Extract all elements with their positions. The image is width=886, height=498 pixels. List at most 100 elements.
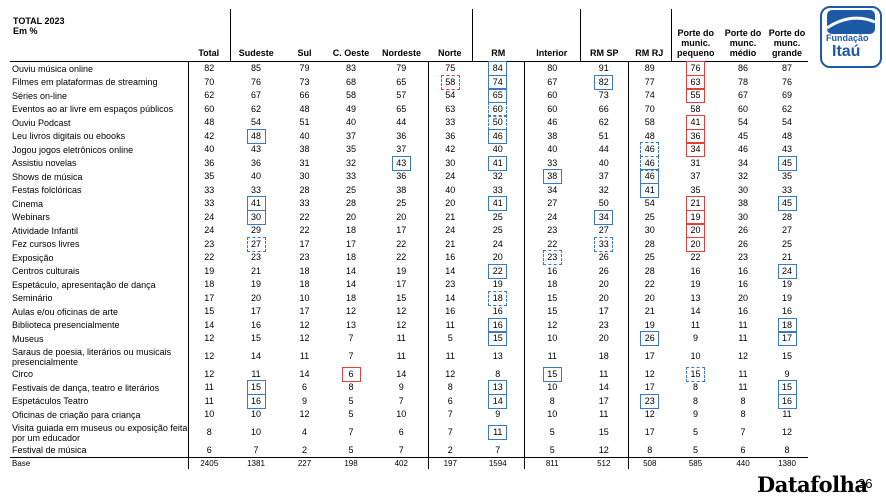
cell-value: 38 xyxy=(396,184,407,195)
value-cell: 18 xyxy=(766,317,808,333)
cell-value: 10 xyxy=(690,351,701,361)
base-value: 585 xyxy=(671,457,720,469)
table-row: Visita guiada em museus ou exposição fei… xyxy=(10,421,808,444)
value-cell: 12 xyxy=(187,367,230,381)
col-header: Interior xyxy=(524,9,580,62)
cell-value: 32 xyxy=(598,184,609,195)
cell-value: 19 xyxy=(250,279,261,290)
value-cell: 40 xyxy=(427,183,472,197)
cell-value: 18 xyxy=(299,265,310,276)
cell-value: 91 xyxy=(598,63,609,74)
value-cell: 17 xyxy=(375,224,428,238)
row-label: Leu livros digitais ou ebooks xyxy=(12,131,126,142)
value-cell: 89 xyxy=(627,61,671,76)
cell-value: 25 xyxy=(492,211,503,222)
cell-value: 33 xyxy=(445,117,456,128)
value-cell: 86 xyxy=(720,62,766,76)
cell-value: 82 xyxy=(204,63,215,74)
value-cell: 10 xyxy=(523,381,580,395)
value-cell: 14 xyxy=(187,318,230,332)
value-cell: 8 xyxy=(671,395,720,409)
value-cell: 65 xyxy=(375,76,428,90)
cell-value: 32 xyxy=(737,171,748,182)
value-cell: 20 xyxy=(427,197,472,211)
value-cell: 6 xyxy=(375,422,428,444)
base-value: 508 xyxy=(627,457,671,469)
cell-value: 12 xyxy=(204,368,215,379)
cell-value: 73 xyxy=(598,90,609,101)
cell-value: 89 xyxy=(644,63,655,74)
value-cell: 11 xyxy=(720,319,766,333)
value-cell: 76 xyxy=(671,61,720,77)
table-row: Atividade Infantil 24 29 22 18 17 24 25 23 27 30 20… xyxy=(10,223,808,239)
cell-value: 27 xyxy=(781,225,792,236)
cell-value: 8 xyxy=(784,444,790,455)
value-cell: 19 xyxy=(671,278,720,292)
cell-value: 24 xyxy=(492,238,503,249)
value-cell: 16 xyxy=(427,305,472,319)
highlighted-value: 11 xyxy=(488,425,508,440)
results-table: TOTAL 2023 Em % Total Sudeste Sul C. Oes… xyxy=(10,9,808,469)
col-header: Porte do munc. grande xyxy=(766,9,808,62)
value-cell: 85 xyxy=(230,62,282,76)
value-cell: 23 xyxy=(720,251,766,265)
value-cell: 18 xyxy=(472,290,524,306)
table-row: Aulas e/ou oficinas de arte 15 17 17 12 12 16 1… xyxy=(10,305,808,319)
value-cell: 70 xyxy=(187,75,230,89)
value-cell: 74 xyxy=(627,89,671,103)
cell-value: 11 xyxy=(396,351,406,361)
row-label: Centros culturais xyxy=(12,266,80,277)
value-cell: 11 xyxy=(230,368,282,382)
value-cell: 14 xyxy=(282,368,327,382)
cell-value: 60 xyxy=(204,103,215,114)
row-label: Filmes em plataformas de streaming xyxy=(12,77,158,88)
value-cell: 82 xyxy=(580,74,628,90)
value-cell: 4 xyxy=(282,422,327,444)
cell-value: 16 xyxy=(737,265,748,276)
cell-value: 17 xyxy=(204,292,215,303)
table-row: Espetáculo, apresentação de dança 18 19 18 1… xyxy=(10,278,808,292)
value-cell: 22 xyxy=(282,224,327,238)
cell-value: 54 xyxy=(445,90,456,101)
highlighted-value: 46 xyxy=(640,169,660,185)
cell-value: 15 xyxy=(250,333,261,344)
highlighted-value: 17 xyxy=(777,331,797,347)
cell-value: 48 xyxy=(204,117,215,128)
value-cell: 11 xyxy=(187,381,230,395)
value-cell: 57 xyxy=(375,89,428,103)
cell-value: 22 xyxy=(299,211,310,222)
cell-value: 42 xyxy=(445,144,456,155)
value-cell: 21 xyxy=(766,251,808,265)
value-cell: 18 xyxy=(327,251,375,265)
base-value: 1594 xyxy=(472,457,524,469)
cell-value: 12 xyxy=(547,319,558,330)
value-cell: 25 xyxy=(627,210,671,224)
cell-value: 23 xyxy=(445,279,456,290)
cell-value: 25 xyxy=(644,211,655,222)
cell-value: 54 xyxy=(737,117,748,128)
value-cell: 19 xyxy=(627,318,671,332)
row-label: Exposição xyxy=(12,252,54,263)
table-row: Seminário 17 20 10 18 15 14 18 15 20 20 13 20 19 xyxy=(10,290,808,306)
table-row: Séries on-line 62 67 66 58 57 54 65 60 73 74 55 67 69 xyxy=(10,88,808,104)
value-cell: 15 xyxy=(766,346,808,368)
value-cell: 9 xyxy=(671,332,720,346)
highlighted-value: 55 xyxy=(686,88,705,104)
table-row: Webinars 24 30 22 20 20 21 25 24 34 25 19 30 28 xyxy=(10,209,808,225)
cell-value: 35 xyxy=(345,144,356,155)
page-number: 36 xyxy=(858,476,873,491)
value-cell: 28 xyxy=(766,211,808,225)
value-cell: 16 xyxy=(720,278,766,292)
value-cell: 33 xyxy=(523,156,580,170)
value-cell: 37 xyxy=(671,170,720,184)
value-cell: 19 xyxy=(375,265,428,279)
value-cell: 31 xyxy=(282,157,327,171)
table-row: Biblioteca presencialmente 14 16 12 13 12 11 16… xyxy=(10,317,808,333)
value-cell: 10 xyxy=(523,332,580,346)
row-label: Shows de música xyxy=(12,171,83,182)
value-cell: 27 xyxy=(523,197,580,211)
highlighted-value: 41 xyxy=(488,196,508,212)
value-cell: 87 xyxy=(766,62,808,76)
highlighted-value: 63 xyxy=(686,74,705,90)
highlighted-value: 46 xyxy=(640,142,660,158)
